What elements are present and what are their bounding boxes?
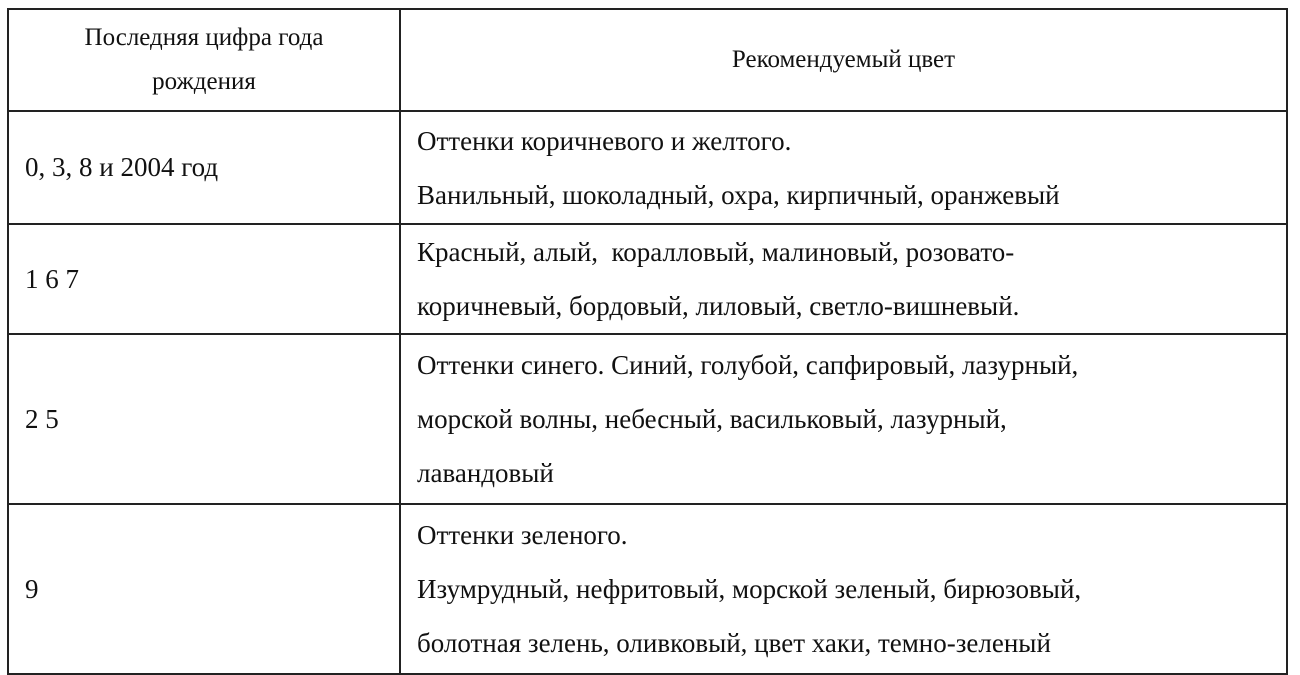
digits-cell: 9 [7, 503, 401, 675]
table-row: 9 Оттенки зеленого. Изумрудный, нефритов… [7, 503, 1288, 675]
color-line: Оттенки зеленого. [417, 520, 628, 550]
colors-cell: Красный, алый, коралловый, малиновый, ро… [399, 223, 1288, 335]
color-line: Изумрудный, нефритовый, морской зеленый,… [417, 574, 1082, 604]
header-line: рождения [152, 68, 256, 95]
birth-year-color-table: Последняя цифра года рождения Рекомендуе… [7, 8, 1288, 675]
digits-cell: 1 6 7 [7, 223, 401, 335]
table-row: 1 6 7 Красный, алый, коралловый, малинов… [7, 223, 1288, 335]
header-line: Последняя цифра года [84, 24, 324, 51]
color-line: Оттенки коричневого и желтого. [417, 125, 792, 156]
table-row: 0, 3, 8 и 2004 год Оттенки коричневого и… [7, 110, 1288, 225]
header-recommended-color: Рекомендуемый цвет [399, 8, 1288, 112]
colors-cell: Оттенки зеленого. Изумрудный, нефритовый… [399, 503, 1288, 675]
color-line: коричневый, бордовый, лиловый, светло-ви… [417, 291, 1020, 321]
digits-cell: 2 5 [7, 333, 401, 505]
color-line: лавандовый [417, 458, 554, 488]
color-line: Оттенки синего. Синий, голубой, сапфиров… [417, 350, 1079, 380]
digits-cell: 0, 3, 8 и 2004 год [7, 110, 401, 225]
color-line: морской волны, небесный, васильковый, ла… [417, 404, 1007, 434]
color-line: Ванильный, шоколадный, охра, кирпичный, … [417, 179, 1060, 210]
header-birth-digit: Последняя цифра года рождения [7, 8, 401, 112]
table-header-row: Последняя цифра года рождения Рекомендуе… [7, 8, 1288, 112]
color-line: болотная зелень, оливковый, цвет хаки, т… [417, 628, 1051, 658]
table-row: 2 5 Оттенки синего. Синий, голубой, сапф… [7, 333, 1288, 505]
color-line: Красный, алый, коралловый, малиновый, ро… [417, 237, 1015, 267]
colors-cell: Оттенки синего. Синий, голубой, сапфиров… [399, 333, 1288, 505]
colors-cell: Оттенки коричневого и желтого. Ванильный… [399, 110, 1288, 225]
